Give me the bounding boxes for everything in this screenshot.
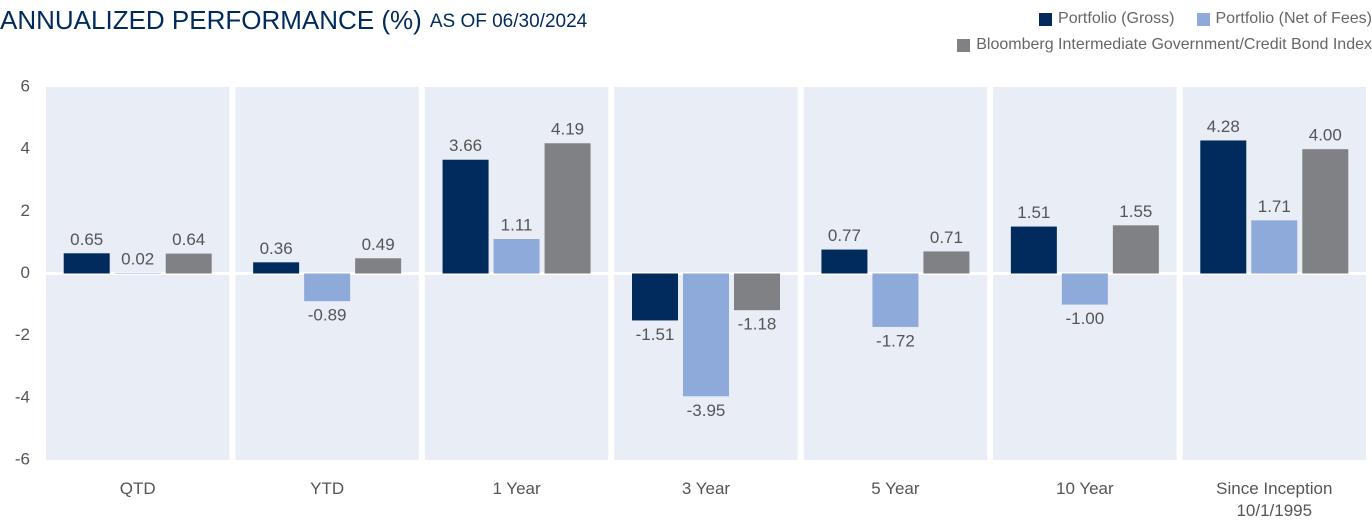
bar xyxy=(253,262,299,273)
data-label: -3.95 xyxy=(687,401,726,420)
bar xyxy=(1011,227,1057,274)
y-tick-label: 6 xyxy=(21,76,30,95)
bar xyxy=(1200,140,1246,273)
bar xyxy=(872,274,918,327)
data-label: 1.71 xyxy=(1258,197,1291,216)
x-tick-label: 3 Year xyxy=(631,478,781,500)
legend-swatch xyxy=(957,39,970,52)
x-tick-label: 1 Year xyxy=(442,478,592,500)
bar xyxy=(1062,274,1108,305)
chart-subtitle: AS OF 06/30/2024 xyxy=(430,11,588,32)
data-label: 1.55 xyxy=(1119,202,1152,221)
x-tick-label: 5 Year xyxy=(820,478,970,500)
data-label: 4.00 xyxy=(1309,126,1342,145)
data-label: -1.00 xyxy=(1065,309,1104,328)
data-label: 0.36 xyxy=(260,239,293,258)
bar xyxy=(734,274,780,311)
bar xyxy=(545,143,591,273)
y-tick-label: -2 xyxy=(15,325,30,344)
legend-swatch xyxy=(1039,13,1052,26)
x-tick-label: 10 Year xyxy=(1010,478,1160,500)
data-label: 0.64 xyxy=(172,230,205,249)
chart-title: ANNUALIZED PERFORMANCE (%) xyxy=(0,5,422,35)
data-label: 0.02 xyxy=(121,249,154,268)
data-label: -1.18 xyxy=(738,315,777,334)
data-label: -0.89 xyxy=(308,306,347,325)
x-tick-label: YTD xyxy=(252,478,402,500)
y-tick-label: -6 xyxy=(15,449,30,468)
data-label: -1.72 xyxy=(876,331,915,350)
y-tick-label: 0 xyxy=(21,263,30,282)
bar xyxy=(64,253,110,273)
bar xyxy=(632,274,678,321)
bar xyxy=(1113,225,1159,273)
bar xyxy=(821,250,867,274)
legend-item: Bloomberg Intermediate Government/Credit… xyxy=(957,36,1372,54)
legend: Portfolio (Gross) Portfolio (Net of Fees)… xyxy=(912,10,1372,54)
bar xyxy=(443,160,489,274)
data-label: 0.71 xyxy=(930,228,963,247)
bar xyxy=(683,274,729,397)
data-label: 1.11 xyxy=(501,215,533,234)
legend-label: Bloomberg Intermediate Government/Credit… xyxy=(976,36,1372,54)
bar xyxy=(494,239,540,274)
x-tick-label: Since Inception 10/1/1995 xyxy=(1199,478,1349,522)
data-label: 0.49 xyxy=(362,235,395,254)
data-label: 3.66 xyxy=(449,136,482,155)
x-tick-label: QTD xyxy=(63,478,213,500)
bar xyxy=(166,254,212,274)
data-label: -1.51 xyxy=(636,325,675,344)
legend-swatch xyxy=(1197,13,1210,26)
data-label: 4.28 xyxy=(1207,117,1240,136)
chart-title-group: ANNUALIZED PERFORMANCE (%) AS OF 06/30/20… xyxy=(0,5,588,35)
bar xyxy=(923,251,969,273)
data-label: 0.65 xyxy=(70,230,103,249)
legend-item: Portfolio (Gross) xyxy=(1039,10,1174,28)
y-tick-label: 2 xyxy=(21,201,30,220)
data-label: 1.51 xyxy=(1017,203,1050,222)
bar xyxy=(304,274,350,302)
legend-item: Portfolio (Net of Fees) xyxy=(1197,10,1372,28)
y-tick-label: -4 xyxy=(15,387,30,406)
bar xyxy=(355,258,401,273)
bar xyxy=(115,273,161,274)
data-label: 0.77 xyxy=(828,226,861,245)
legend-label: Portfolio (Net of Fees) xyxy=(1216,10,1372,28)
legend-label: Portfolio (Gross) xyxy=(1058,10,1174,28)
data-label: 4.19 xyxy=(551,120,584,139)
bar xyxy=(1251,220,1297,273)
y-tick-label: 4 xyxy=(21,139,30,158)
bar xyxy=(1302,149,1348,273)
